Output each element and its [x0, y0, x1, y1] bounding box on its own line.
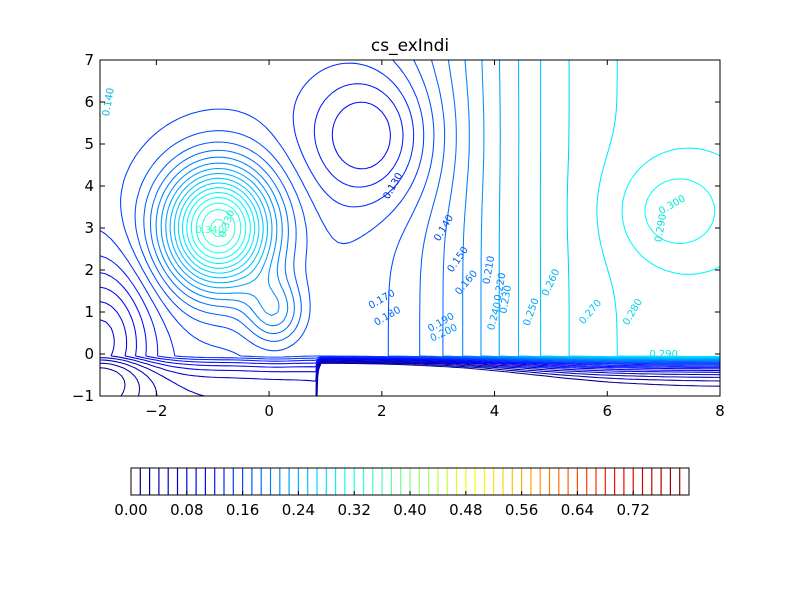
- colorbar: 0.00 0.08 0.16 0.24 0.32 0.40 0.48 0.56 0.64 0.72: [114, 467, 690, 519]
- colorbar-tick-label: 0.32: [337, 501, 370, 519]
- colorbar-tick-label: 0.40: [393, 501, 426, 519]
- y-tick-label: 5: [84, 135, 94, 153]
- y-tick-label: 1: [84, 303, 94, 321]
- y-axis: −1 0 1 2 3 4 5 6 7: [72, 51, 720, 405]
- contour-label-19: 0.290: [653, 213, 669, 243]
- colorbar-tick-label: 0.08: [170, 501, 203, 519]
- contour-line-6: [100, 286, 720, 370]
- y-tick-label: 0: [84, 345, 94, 363]
- colorbar-tick-label: 0.48: [449, 501, 482, 519]
- contour-label-0: 0.140: [101, 87, 117, 117]
- contour-line-14: [155, 60, 720, 361]
- y-tick-label: 4: [84, 177, 94, 195]
- colorbar-tick-label: 0.56: [505, 501, 538, 519]
- contour-line-15: [160, 60, 720, 361]
- x-axis: −2 0 2 4 6 8: [145, 60, 725, 420]
- y-tick-label: 6: [84, 93, 94, 111]
- x-tick-label: 6: [602, 402, 612, 420]
- contour-line-5: [100, 301, 720, 373]
- contour-label-10: 0.220: [493, 272, 509, 302]
- contour-line-12: [143, 60, 720, 363]
- contour-line-16: [165, 60, 720, 360]
- colorbar-tick-label: 0.00: [114, 501, 147, 519]
- y-tick-label: 7: [84, 51, 94, 69]
- chart-title: cs_exIndi: [371, 36, 449, 56]
- contour-line-17: [169, 60, 720, 359]
- contour-line-10: [120, 60, 720, 365]
- x-tick-label: 4: [490, 402, 500, 420]
- contour-line-22: [190, 178, 716, 259]
- x-tick-label: 0: [264, 402, 274, 420]
- colorbar-tick-label: 0.64: [561, 501, 594, 519]
- x-tick-label: 8: [715, 402, 725, 420]
- contour-line-13: [149, 60, 720, 362]
- colorbar-tick-label: 0.16: [226, 501, 259, 519]
- y-tick-label: 3: [84, 219, 94, 237]
- colorbar-tick-label: 0.72: [616, 501, 649, 519]
- contour-line-7: [100, 101, 720, 368]
- y-tick-label: 2: [84, 261, 94, 279]
- contour-label-9: 0.210: [481, 255, 497, 285]
- contour-label-20: 0.340: [196, 225, 225, 236]
- contour-lines: [100, 60, 720, 396]
- colorbar-tick-label: 0.24: [282, 501, 315, 519]
- contour-line-20: [181, 60, 720, 357]
- contour-label-17: 0.290: [649, 349, 678, 360]
- colorbar-level-lines: [139, 468, 681, 495]
- colorbar-ticks: 0.00 0.08 0.16 0.24 0.32 0.40 0.48 0.56 0.64 0.72: [114, 491, 650, 519]
- contour-label-11: 0.230: [498, 284, 514, 314]
- x-tick-label: 2: [377, 402, 387, 420]
- contour-line-8: [100, 83, 720, 367]
- contour-line-18: [173, 60, 720, 359]
- contour-line-21: [186, 147, 720, 275]
- contour-line-3: [100, 357, 720, 396]
- contour-line-9: [100, 62, 720, 366]
- contour-line-11: [134, 60, 720, 364]
- contour-line-24: [201, 209, 236, 247]
- contour-line-19: [177, 60, 720, 358]
- y-tick-label: −1: [72, 387, 94, 405]
- contour-line-23: [195, 202, 242, 254]
- x-tick-label: −2: [145, 402, 167, 420]
- contour-line-4: [100, 319, 720, 382]
- contour-line-25: [210, 219, 227, 237]
